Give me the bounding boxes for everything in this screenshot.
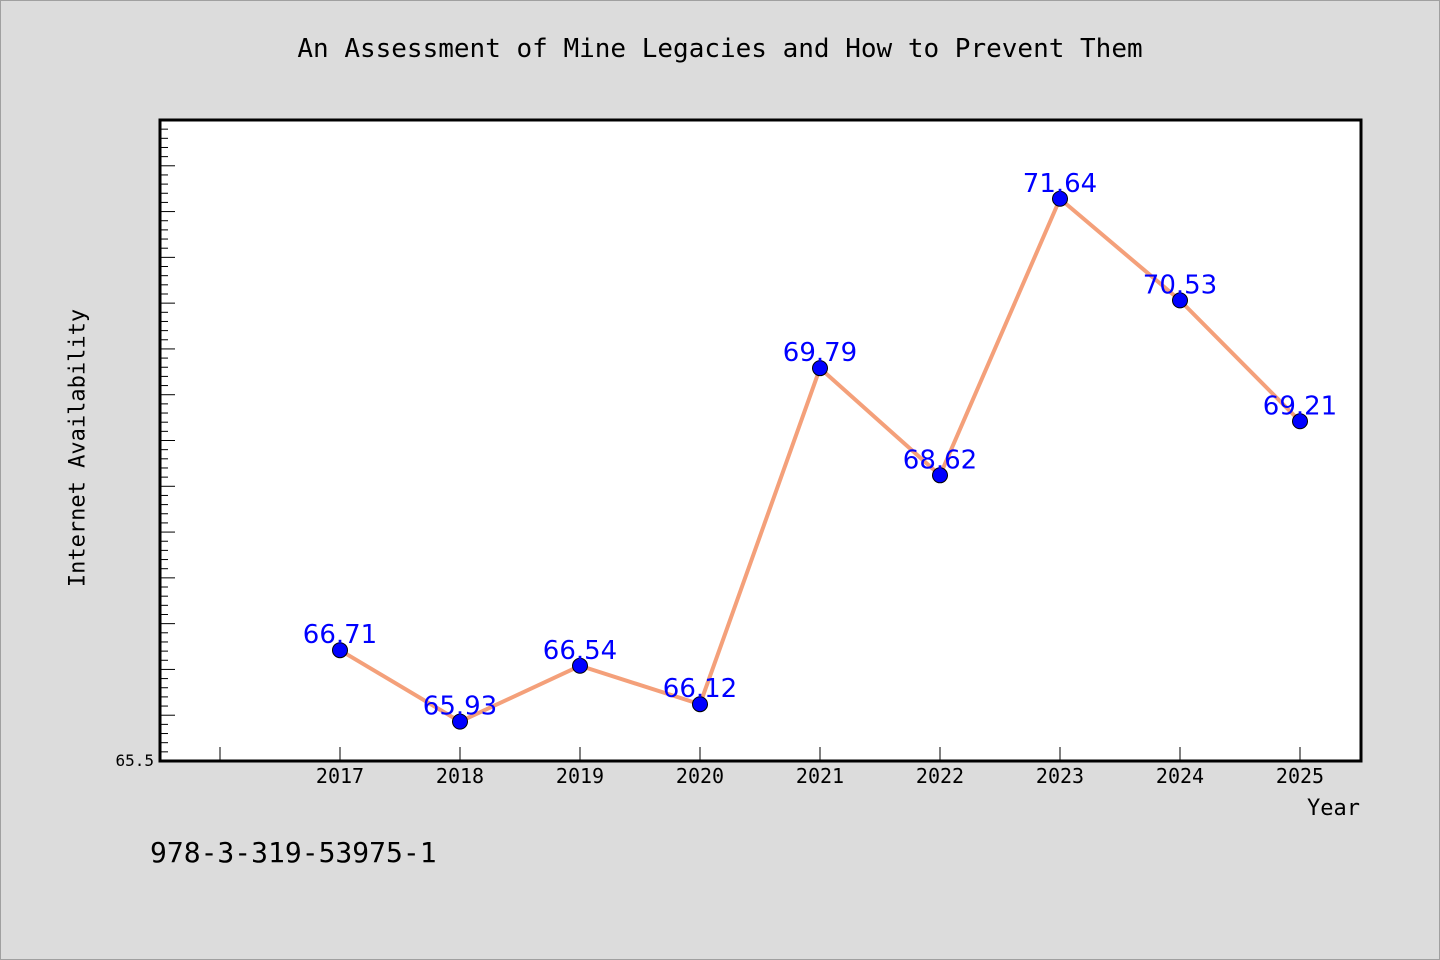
data-label: 71.64 bbox=[1023, 169, 1097, 199]
x-tick-label: 2020 bbox=[676, 764, 724, 788]
data-point[interactable] bbox=[1292, 413, 1308, 430]
data-point[interactable] bbox=[692, 696, 708, 713]
data-point[interactable] bbox=[812, 360, 828, 377]
data-label: 69.79 bbox=[783, 338, 857, 368]
data-label: 66.71 bbox=[303, 620, 377, 650]
x-tick-label: 2021 bbox=[796, 764, 844, 788]
data-point[interactable] bbox=[1172, 292, 1188, 309]
x-tick-label: 2025 bbox=[1276, 764, 1324, 788]
x-tick-label: 2017 bbox=[316, 764, 364, 788]
data-point[interactable] bbox=[572, 657, 588, 674]
footer-isbn: 978-3-319-53975-1 bbox=[150, 836, 437, 869]
x-axis-ticks: 2017 2018 2019 2020 2021 2022 2023 2024 2025 bbox=[219, 747, 1324, 788]
chart-title: An Assessment of Mine Legacies and How t… bbox=[297, 34, 1143, 64]
x-tick-label: 2023 bbox=[1036, 764, 1084, 788]
x-tick-label: 2018 bbox=[436, 764, 484, 788]
data-point[interactable] bbox=[1052, 190, 1068, 207]
plot-area bbox=[160, 120, 1361, 761]
data-label: 65.93 bbox=[423, 692, 497, 722]
x-tick-label: 2019 bbox=[556, 764, 604, 788]
series-group: 66.71 65.93 66.54 66.12 69.79 68.62 71.64 70.53… bbox=[303, 169, 1337, 730]
data-point[interactable] bbox=[332, 642, 348, 659]
data-point[interactable] bbox=[452, 713, 468, 730]
x-axis-label: Year bbox=[1307, 796, 1360, 821]
data-label: 66.12 bbox=[663, 674, 737, 704]
data-label: 70.53 bbox=[1143, 270, 1217, 300]
x-tick-label: 2022 bbox=[916, 764, 964, 788]
x-tick-label: 2024 bbox=[1156, 764, 1204, 788]
data-label: 69.21 bbox=[1263, 391, 1337, 421]
data-label: 66.54 bbox=[543, 636, 617, 666]
data-point[interactable] bbox=[932, 467, 948, 484]
data-label: 68.62 bbox=[903, 445, 977, 475]
plot-border bbox=[158, 118, 1363, 763]
y-tick-label-min: 65.5 bbox=[115, 751, 154, 770]
